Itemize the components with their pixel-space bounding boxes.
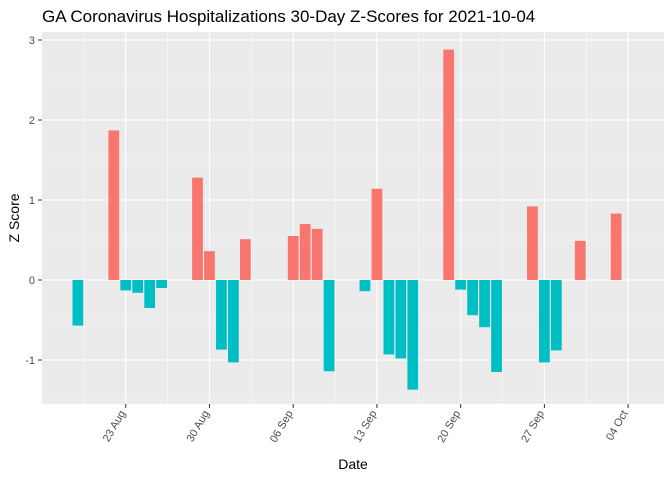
bar bbox=[479, 280, 490, 328]
y-axis-ticks: -1 0 1 2 3 bbox=[25, 35, 42, 367]
x-tick-label: 04 Oct bbox=[604, 409, 631, 443]
x-axis-ticks: 23 Aug 30 Aug 06 Sep 13 Sep 20 Sep 27 Sep 04 O… bbox=[101, 404, 631, 445]
x-tick-label: 23 Aug bbox=[101, 409, 129, 445]
bar bbox=[443, 49, 455, 280]
bar bbox=[120, 280, 132, 291]
x-tick-label: 27 Sep bbox=[519, 409, 547, 445]
bar bbox=[610, 213, 622, 280]
y-tick-label: -1 bbox=[25, 355, 35, 367]
bar bbox=[491, 280, 502, 372]
bar bbox=[527, 206, 538, 280]
bar bbox=[132, 280, 144, 293]
bar bbox=[108, 130, 120, 280]
minor-gridlines bbox=[42, 32, 664, 404]
bar bbox=[539, 280, 550, 363]
bar bbox=[359, 280, 371, 292]
x-tick-label: 20 Sep bbox=[435, 409, 463, 445]
bar bbox=[192, 177, 203, 280]
bar bbox=[204, 251, 215, 280]
bar bbox=[228, 280, 239, 363]
bar bbox=[455, 280, 467, 290]
bar bbox=[72, 280, 84, 326]
x-tick-label: 13 Sep bbox=[352, 409, 380, 445]
bar bbox=[299, 224, 311, 280]
bar bbox=[371, 188, 383, 280]
bar bbox=[574, 240, 586, 280]
bar bbox=[156, 280, 167, 288]
y-tick-label: 1 bbox=[29, 195, 35, 207]
bar bbox=[467, 280, 478, 316]
y-tick-label: 0 bbox=[29, 275, 35, 287]
x-tick-label: 30 Aug bbox=[185, 409, 213, 445]
x-axis-title: Date bbox=[338, 456, 368, 472]
plot-panel bbox=[42, 32, 664, 404]
y-axis-title: Z Score bbox=[6, 193, 22, 242]
y-tick-label: 3 bbox=[29, 35, 35, 47]
chart-title: GA Coronavirus Hospitalizations 30-Day Z… bbox=[42, 7, 535, 26]
bar bbox=[216, 280, 227, 350]
bar bbox=[550, 280, 562, 351]
bar bbox=[323, 280, 335, 372]
bar bbox=[311, 228, 323, 280]
bar bbox=[144, 280, 156, 308]
bar bbox=[407, 280, 419, 390]
bar bbox=[287, 236, 299, 280]
bar bbox=[395, 280, 407, 359]
x-tick-label: 06 Sep bbox=[268, 409, 296, 445]
y-tick-label: 2 bbox=[29, 115, 35, 127]
bars bbox=[72, 49, 622, 390]
bar bbox=[239, 239, 251, 280]
bar bbox=[383, 280, 395, 355]
